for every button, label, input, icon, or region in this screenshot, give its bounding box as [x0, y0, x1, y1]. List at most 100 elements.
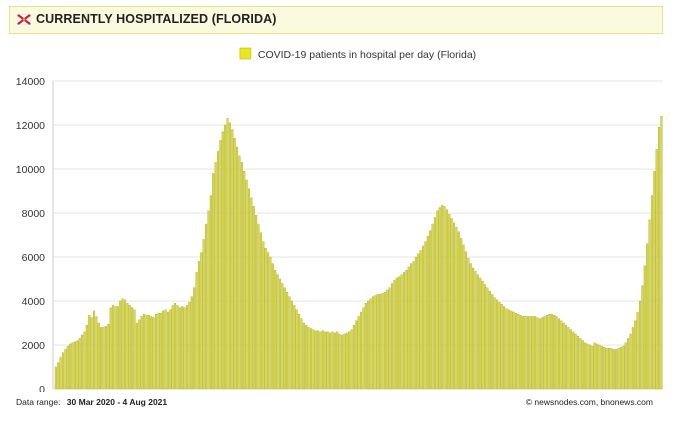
- bar: [588, 344, 591, 390]
- bar: [147, 315, 150, 390]
- bar: [453, 222, 456, 390]
- bar: [159, 312, 162, 390]
- bar: [128, 305, 131, 390]
- bar: [534, 316, 537, 390]
- bar: [240, 162, 243, 390]
- bar: [329, 332, 332, 390]
- bar: [445, 209, 448, 390]
- bar: [472, 267, 475, 390]
- bar: [123, 299, 127, 390]
- bar: [584, 342, 587, 390]
- bar: [491, 294, 494, 390]
- bar: [591, 345, 594, 390]
- bar: [154, 314, 158, 390]
- bar: [514, 312, 518, 390]
- bar: [436, 210, 439, 390]
- bar: [338, 333, 341, 390]
- bar: [133, 309, 136, 390]
- bar: [429, 230, 432, 390]
- bar: [374, 295, 377, 390]
- bar: [193, 287, 196, 390]
- bar: [295, 309, 298, 390]
- credit-text[interactable]: © newsnodes.com, bnonews.com: [525, 397, 653, 407]
- bar: [412, 261, 415, 390]
- bar: [417, 253, 420, 390]
- florida-flag-icon: [17, 14, 31, 25]
- bar: [493, 297, 496, 390]
- bar: [636, 311, 639, 390]
- bar: [655, 149, 658, 390]
- bar: [484, 284, 487, 390]
- bar: [574, 333, 577, 390]
- bar: [548, 314, 551, 390]
- bar: [250, 197, 253, 390]
- bar: [441, 205, 444, 390]
- bar: [197, 261, 200, 390]
- bar: [422, 245, 425, 390]
- bar: [426, 235, 429, 390]
- bar: [612, 349, 615, 390]
- bar: [600, 345, 603, 390]
- bar: [145, 315, 148, 390]
- bar: [245, 179, 248, 390]
- bar: [469, 263, 472, 390]
- bar: [557, 318, 560, 390]
- bar: [228, 122, 231, 390]
- bar: [293, 305, 296, 390]
- bar: [205, 223, 208, 390]
- bar: [343, 333, 346, 390]
- legend-label: COVID-19 patients in hospital per day (F…: [258, 49, 476, 61]
- bar: [400, 274, 403, 390]
- bar: [257, 223, 260, 390]
- bar: [498, 301, 501, 390]
- bar: [650, 195, 653, 390]
- bar: [576, 336, 580, 390]
- bar: [467, 257, 470, 390]
- bar: [85, 325, 88, 390]
- bar: [407, 266, 410, 390]
- bar: [61, 352, 65, 390]
- bar: [138, 319, 141, 390]
- bar: [646, 243, 649, 390]
- bar: [572, 331, 575, 390]
- bar: [579, 338, 582, 390]
- bar: [64, 349, 67, 390]
- bar: [402, 272, 406, 390]
- bar: [641, 285, 644, 390]
- y-tick-label: 8000: [22, 208, 46, 220]
- bar: [507, 309, 510, 390]
- bar: [102, 327, 105, 390]
- bar: [350, 329, 353, 390]
- y-tick-label: 4000: [22, 296, 46, 308]
- bar: [634, 320, 637, 390]
- bar: [319, 331, 322, 390]
- bar: [83, 331, 86, 390]
- bar: [317, 330, 320, 390]
- bar: [112, 305, 115, 390]
- bar: [495, 299, 498, 390]
- bar: [526, 316, 529, 390]
- bar: [174, 303, 177, 390]
- bar: [312, 329, 315, 390]
- bar: [627, 338, 630, 390]
- bar: [567, 327, 570, 390]
- bar: [290, 300, 293, 390]
- bar: [433, 217, 437, 390]
- data-range-value: 30 Mar 2020 - 4 Aug 2021: [66, 397, 168, 407]
- bar: [255, 215, 258, 390]
- bar: [522, 316, 525, 390]
- bar: [81, 334, 84, 390]
- bar: [431, 223, 434, 390]
- bar: [188, 301, 191, 390]
- bar: [605, 348, 608, 390]
- bar: [562, 322, 565, 390]
- bar: [450, 218, 453, 390]
- bar: [281, 283, 284, 390]
- bar: [653, 171, 656, 390]
- bar: [76, 340, 79, 390]
- y-tick-label: 10000: [16, 164, 45, 176]
- bar: [176, 305, 179, 390]
- bar: [209, 195, 212, 390]
- bar: [622, 345, 625, 390]
- bar: [302, 322, 305, 390]
